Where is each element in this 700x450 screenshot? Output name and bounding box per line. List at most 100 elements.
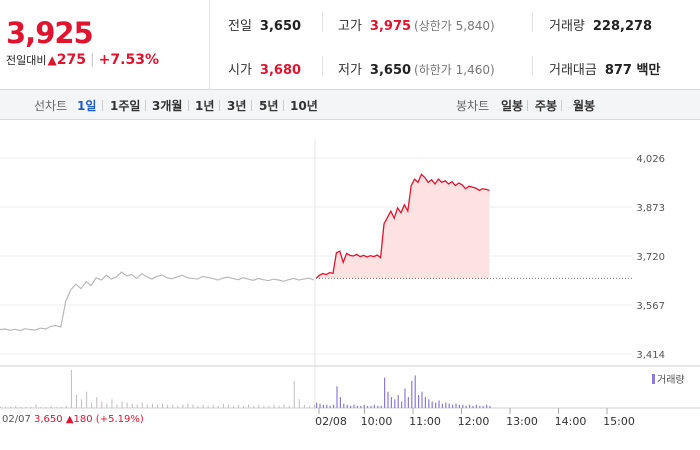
x-tick-label: 14:00 — [555, 415, 587, 428]
open-stat: 시가 3,680 — [228, 59, 301, 78]
volume-bar-today — [339, 397, 341, 408]
high-label: 고가 — [338, 19, 362, 34]
candle-monthly[interactable]: 월봉 — [573, 99, 596, 113]
prev-close-stat: 전일 3,650 — [228, 15, 301, 34]
candle-daily[interactable]: 일봉 — [501, 99, 524, 113]
period-1-day[interactable]: 1일 — [77, 99, 97, 113]
volume-bar-today — [370, 405, 372, 408]
volume-bar-today — [353, 404, 355, 408]
volume-bar-today — [435, 402, 437, 408]
volume-bar-today — [360, 405, 362, 408]
volume-label: 거래량 — [549, 19, 585, 34]
divider — [251, 100, 252, 111]
open-value: 3,680 — [259, 63, 302, 78]
volume-bar-prev — [55, 406, 57, 408]
divider — [532, 12, 533, 32]
volume-bar-prev — [253, 405, 255, 408]
volume-bar-prev — [157, 404, 158, 408]
volume-bar-prev — [131, 403, 133, 408]
price-area — [316, 174, 490, 279]
volume-bar-prev — [116, 404, 118, 408]
volume-bar-today — [479, 405, 481, 408]
volume-bar-prev — [217, 405, 219, 408]
volume-bar-prev — [146, 404, 148, 408]
chart-grid — [0, 140, 700, 410]
period-1-year[interactable]: 1년 — [195, 99, 215, 113]
low-value: 3,650 — [369, 63, 412, 78]
period-3-years[interactable]: 3년 — [227, 99, 247, 113]
volume-bar-today — [441, 403, 443, 408]
volume-bar-prev — [35, 404, 37, 408]
volume-bar-today — [377, 405, 379, 408]
volume-bar-today — [367, 405, 369, 408]
volume-bar-prev — [81, 399, 83, 408]
volume-bar-today — [407, 397, 409, 408]
low-stat: 저가 3,650 (하한가 1,460) — [338, 59, 495, 78]
amount-label: 거래대금 — [549, 63, 597, 78]
volume-bar-today — [489, 405, 491, 408]
volume-bar-prev — [268, 405, 270, 408]
volume-bar-prev — [65, 405, 67, 408]
y-tick-label: 3,873 — [636, 203, 665, 214]
volume-bar-prev — [314, 404, 315, 408]
x-tick-label: 11:00 — [409, 415, 441, 428]
volume-bar-prev — [20, 406, 22, 408]
volume-legend: 거래량 — [652, 371, 685, 386]
change-value: 275 — [56, 52, 86, 68]
period-3-months[interactable]: 3개월 — [152, 99, 183, 113]
volume-bar-prev — [40, 406, 42, 408]
volume-bar-prev — [136, 404, 138, 408]
high-stat: 고가 3,975 (상한가 5,840) — [338, 15, 495, 34]
volume-bar-prev — [187, 403, 189, 408]
volume-bar-prev — [15, 405, 17, 408]
divider — [102, 100, 103, 111]
price-block: 3,925 전일대비▲275 | +7.53% — [0, 0, 210, 90]
candle-weekly[interactable]: 주봉 — [535, 99, 558, 113]
volume-stat: 거래량 228,278 — [549, 15, 652, 34]
volume-bar-prev — [126, 402, 128, 408]
prev-day-change: ▲180 (+5.19%) — [65, 414, 144, 425]
prev-day-line — [0, 271, 315, 332]
intraday-price-chart: 4,026 3,873 3,720 3,567 3,414 02/08 10:00 11:0… — [0, 140, 700, 428]
volume-bar-today — [462, 404, 464, 408]
volume-bar-prev — [60, 406, 62, 408]
period-10-years[interactable]: 10년 — [290, 99, 318, 113]
volume-bar-prev — [207, 405, 209, 408]
y-tick-label: 4,026 — [636, 154, 665, 165]
volume-bar-today — [333, 404, 335, 408]
x-tick-label: 02/08 — [315, 415, 347, 428]
volume-bar-prev — [96, 397, 98, 408]
divider — [322, 12, 323, 32]
volume-bar-prev — [86, 391, 88, 408]
upper-limit: (상한가 5,840) — [414, 19, 495, 33]
volume-bar-today — [350, 405, 352, 408]
period-1-week[interactable]: 1주일 — [110, 99, 141, 113]
volume-bar-prev — [278, 405, 280, 408]
volume-bar-today — [336, 386, 338, 408]
volume-bar-today — [455, 403, 457, 408]
volume-bar-prev — [248, 404, 250, 408]
up-triangle-icon: ▲ — [47, 53, 57, 67]
volume-bar-prev — [288, 405, 290, 408]
volume-bar-prev — [162, 403, 164, 408]
lower-limit: (하한가 1,460) — [414, 63, 495, 77]
volume-bar-prev — [177, 405, 179, 408]
change-rate: +7.53% — [98, 52, 159, 68]
volume-bar-today — [343, 403, 345, 408]
volume-bar-today — [469, 404, 471, 408]
period-5-years[interactable]: 5년 — [259, 99, 279, 113]
volume-bar-prev — [227, 404, 229, 408]
prev-close-value: 3,650 — [259, 19, 302, 34]
volume-value: 228,278 — [592, 19, 653, 34]
volume-bar-today — [452, 404, 454, 408]
volume-bar-prev — [293, 380, 295, 408]
volume-bar-today — [424, 397, 426, 408]
volume-bar-today — [411, 380, 413, 408]
volume-bar-today — [319, 403, 321, 408]
volume-bar-today — [387, 391, 389, 408]
x-axis-ticks: 02/08 10:00 11:00 12:00 13:00 14:00 15:00 — [315, 408, 635, 428]
open-label: 시가 — [228, 63, 252, 78]
volume-bar-prev — [222, 403, 224, 408]
today-area-fill — [316, 174, 490, 279]
y-tick-label: 3,567 — [636, 301, 665, 312]
